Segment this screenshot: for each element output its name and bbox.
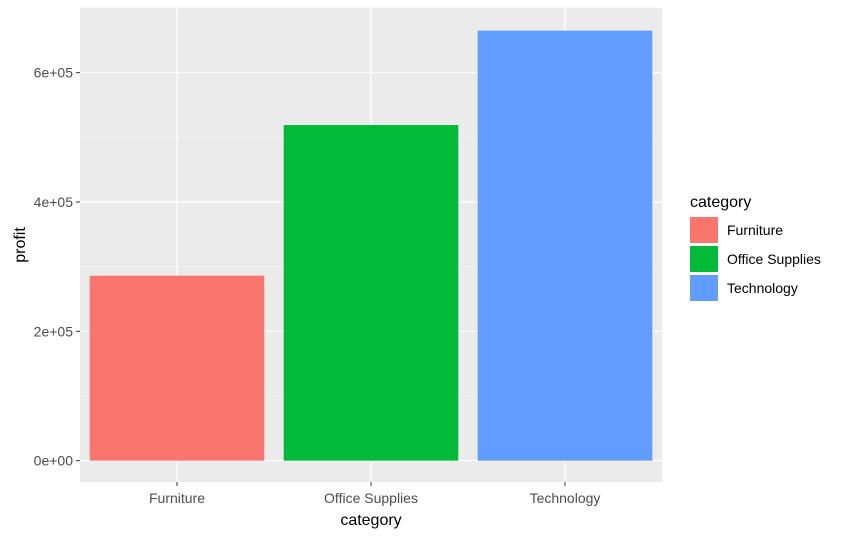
legend-title: category — [690, 194, 751, 211]
x-axis-title: category — [340, 512, 401, 529]
y-tick-label: 2e+05 — [34, 323, 74, 339]
y-axis-ticks: 0e+00 2e+05 4e+05 6e+05 — [34, 65, 80, 469]
legend-label: Office Supplies — [727, 251, 821, 267]
legend-key — [690, 246, 718, 272]
y-tick-label: 4e+05 — [34, 194, 74, 210]
legend-label: Furniture — [727, 222, 783, 238]
bar-technology — [477, 30, 653, 461]
x-axis-ticks: Furniture Office Supplies Technology — [149, 482, 600, 506]
x-tick-label: Office Supplies — [324, 490, 418, 506]
y-axis-title: profit — [12, 227, 29, 263]
bars — [89, 30, 653, 461]
legend-key — [690, 275, 718, 301]
legend: category Furniture Office Supplies Technol… — [690, 194, 821, 301]
legend-label: Technology — [727, 280, 798, 296]
y-tick-label: 6e+05 — [34, 65, 74, 81]
x-tick-label: Furniture — [149, 490, 205, 506]
x-tick-label: Technology — [530, 490, 601, 506]
bar-office-supplies — [283, 125, 459, 461]
legend-key — [690, 217, 718, 243]
bar-furniture — [89, 275, 265, 461]
y-tick-label: 0e+00 — [34, 453, 74, 469]
